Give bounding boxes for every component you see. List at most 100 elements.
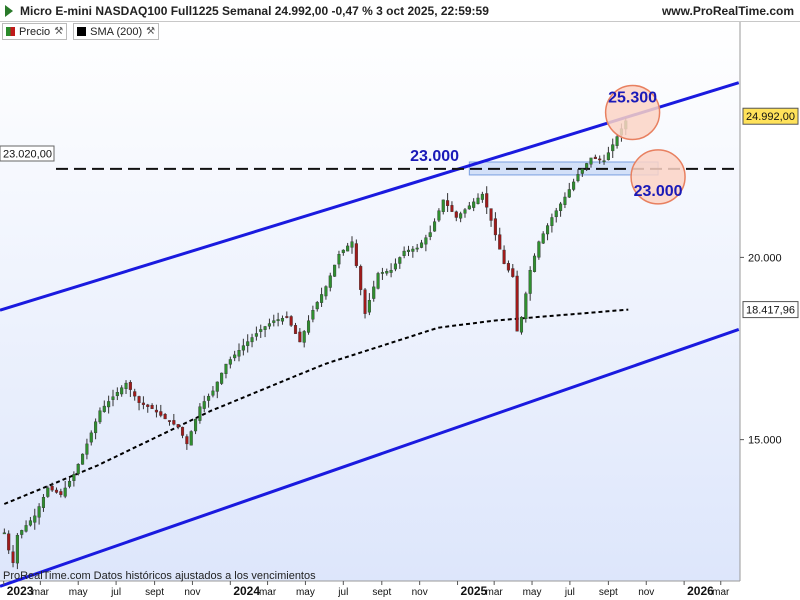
- candle-down: [154, 409, 158, 413]
- candle-up: [111, 396, 115, 400]
- candle-down: [59, 491, 63, 495]
- candle-up: [532, 255, 537, 272]
- x-tick-label: mar: [712, 587, 730, 598]
- x-tick-label: jul: [564, 587, 575, 598]
- candle-down: [176, 424, 180, 428]
- candle-up: [380, 272, 384, 274]
- candle-up: [376, 273, 380, 289]
- candle-up: [615, 136, 619, 146]
- candle-up: [81, 453, 85, 465]
- candle-up: [324, 286, 328, 297]
- price-label: 24.992,00: [746, 111, 795, 123]
- candle-down: [511, 268, 515, 277]
- x-tick-label: mar: [486, 587, 504, 598]
- candle-down: [293, 325, 298, 334]
- site-link[interactable]: www.ProRealTime.com: [661, 4, 794, 18]
- annotation-circle: [630, 149, 686, 205]
- candle-up: [572, 181, 576, 190]
- candle-down: [163, 414, 167, 420]
- candle-up: [276, 319, 280, 322]
- candle-up: [259, 329, 263, 332]
- legend-item-price[interactable]: Precio ⚒: [2, 23, 68, 40]
- candle-up: [211, 390, 215, 396]
- candle-up: [306, 320, 311, 333]
- level-label: 23.020,00: [3, 149, 52, 161]
- legend-item-sma[interactable]: SMA (200) ⚒: [73, 23, 160, 40]
- candle-up: [472, 201, 476, 208]
- candle-up: [546, 225, 550, 235]
- candle-down: [180, 426, 185, 436]
- candle-up: [441, 199, 445, 212]
- candle-down: [159, 411, 163, 416]
- candle-up: [89, 432, 93, 443]
- candle-up: [428, 232, 432, 237]
- candle-up: [433, 221, 437, 232]
- candle-up: [415, 247, 419, 250]
- sma-swatch-icon: [77, 27, 87, 36]
- candle-up: [611, 144, 615, 152]
- candle-up: [98, 410, 102, 423]
- candle-up: [63, 487, 67, 497]
- candle-down: [141, 402, 145, 405]
- candle-down: [298, 331, 302, 343]
- candle-down: [359, 266, 363, 290]
- candle-down: [598, 158, 602, 161]
- price-label-box: [742, 107, 799, 125]
- candle-down: [289, 316, 293, 326]
- candle-down: [485, 193, 489, 208]
- candle-up: [28, 520, 32, 526]
- candle-up: [463, 209, 467, 214]
- candle-up: [350, 241, 354, 248]
- x-tick-label: mar: [259, 587, 277, 598]
- time-axis: [0, 581, 800, 600]
- candle-down: [167, 420, 172, 422]
- candle-down: [146, 404, 150, 407]
- candle-down: [515, 275, 519, 332]
- candle-up: [320, 294, 324, 303]
- candle-down: [506, 263, 510, 271]
- chart-title: Micro E-mini NASDAQ100 Full1225 Semanal …: [20, 4, 489, 18]
- candle-up: [2, 532, 6, 535]
- x-tick-label: sept: [372, 587, 391, 598]
- candle-up: [424, 237, 428, 245]
- x-tick-label: 2025: [461, 584, 488, 598]
- x-tick-label: 2023: [7, 584, 34, 598]
- wrench-icon[interactable]: ⚒: [146, 26, 156, 37]
- x-tick-label: sept: [599, 587, 618, 598]
- candle-up: [24, 525, 28, 532]
- x-tick-label: jul: [337, 587, 348, 598]
- candle-up: [246, 341, 250, 346]
- candle-up: [537, 241, 541, 258]
- annotation-label: 23.000: [410, 148, 459, 165]
- x-tick-label: nov: [412, 587, 428, 598]
- candle-down: [493, 218, 497, 236]
- candle-up: [107, 401, 111, 408]
- price-swatch-icon: [6, 27, 15, 36]
- x-tick-label: jul: [110, 587, 121, 598]
- candle-down: [54, 489, 59, 493]
- candle-up: [194, 418, 198, 432]
- x-tick-label: may: [296, 587, 315, 598]
- candle-down: [133, 391, 137, 397]
- candle-up: [228, 359, 232, 365]
- candle-up: [419, 242, 424, 248]
- candle-up: [215, 381, 219, 392]
- candle-up: [267, 323, 271, 327]
- candle-up: [406, 249, 411, 252]
- x-tick-label: 2024: [233, 584, 260, 598]
- play-triangle-icon: [5, 5, 13, 17]
- candle-down: [150, 405, 154, 409]
- candle-up: [567, 189, 571, 198]
- candle-up: [576, 174, 580, 182]
- candle-up: [393, 263, 398, 270]
- candle-up: [233, 354, 237, 359]
- candle-up: [476, 197, 480, 204]
- wrench-icon[interactable]: ⚒: [54, 26, 64, 37]
- candle-down: [450, 205, 454, 212]
- candle-up: [459, 213, 463, 219]
- candle-down: [446, 200, 450, 206]
- sma-200-line: [3, 308, 629, 505]
- candle-up: [563, 196, 567, 205]
- x-tick-label: nov: [638, 587, 654, 598]
